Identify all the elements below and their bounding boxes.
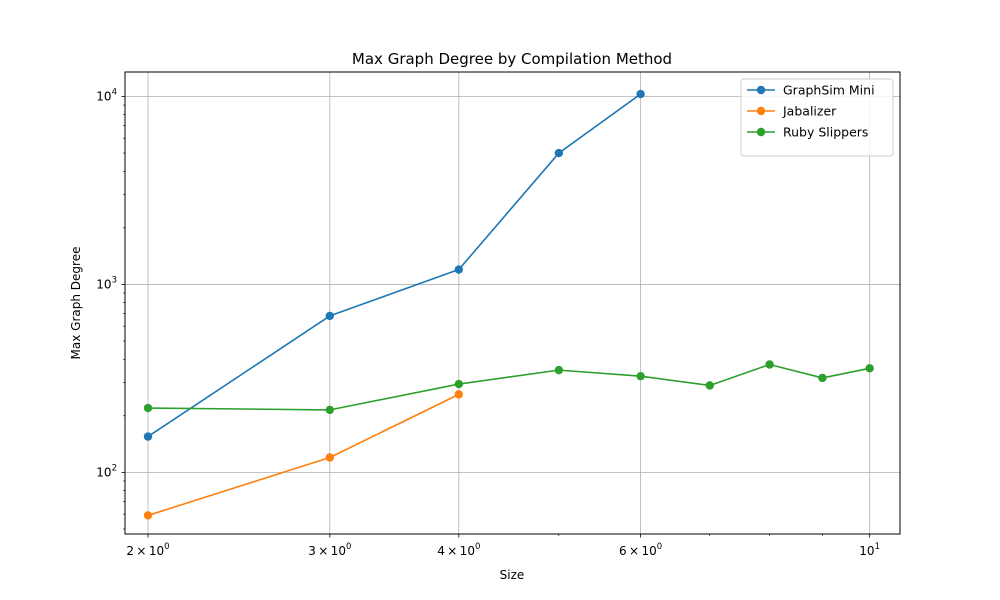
plot-frame [124, 71, 901, 535]
legend-marker-jabalizer [756, 106, 766, 116]
x-tick-label: 101 [859, 542, 880, 558]
data-point-graphsim-mini [325, 311, 335, 321]
tick-layer: 2 × 100 3 × 100 4 × 100 6 × 100 101 102 103 104 [96, 87, 880, 558]
data-point-jabalizer [143, 511, 153, 520]
y-tick-label: 103 [96, 275, 117, 291]
chart-title: Max Graph Degree by Compilation Method [352, 50, 672, 68]
data-point-graphsim-mini [143, 432, 153, 441]
x-tick-label: 3 × 100 [308, 542, 351, 558]
legend-marker-graphsim-mini [756, 85, 766, 95]
legend-label-ruby-slippers: Ruby Slippers [783, 125, 868, 140]
x-tick-label: 6 × 100 [619, 542, 662, 558]
data-point-jabalizer [325, 453, 335, 462]
data-point-ruby-slippers [554, 365, 564, 375]
data-point-ruby-slippers [818, 373, 827, 383]
data-point-ruby-slippers [325, 405, 335, 415]
data-point-ruby-slippers [705, 381, 714, 390]
data-point-graphsim-mini [454, 265, 464, 274]
legend-box [740, 78, 894, 157]
legend: GraphSim Mini Jabalizer Ruby Slippers [740, 78, 894, 157]
data-point-ruby-slippers [454, 379, 464, 389]
grid-layer [125, 72, 900, 534]
series-layer [143, 89, 874, 520]
legend-label-jabalizer: Jabalizer [782, 104, 837, 119]
data-point-graphsim-mini [554, 148, 564, 158]
x-axis-label: Size [500, 568, 525, 582]
data-point-ruby-slippers [143, 403, 153, 413]
legend-marker-ruby-slippers [756, 127, 766, 137]
data-point-ruby-slippers [636, 371, 645, 381]
y-axis-label: Max Graph Degree [69, 247, 83, 360]
x-tick-label: 4 × 100 [437, 542, 480, 558]
data-point-ruby-slippers [865, 364, 874, 373]
data-point-graphsim-mini [636, 89, 645, 99]
data-point-jabalizer [454, 390, 464, 399]
y-tick-label: 104 [96, 87, 117, 103]
x-tick-label: 2 × 100 [126, 542, 169, 558]
y-tick-label: 102 [96, 463, 117, 479]
data-point-ruby-slippers [765, 360, 774, 369]
legend-label-graphsim-mini: GraphSim Mini [783, 83, 875, 98]
